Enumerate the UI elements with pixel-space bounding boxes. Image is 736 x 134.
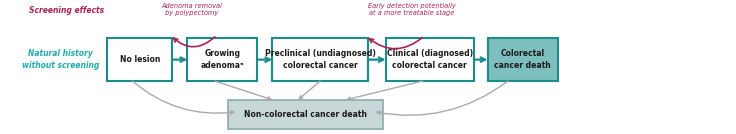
FancyArrowPatch shape [132, 81, 234, 114]
FancyArrowPatch shape [300, 81, 320, 99]
FancyArrowPatch shape [377, 81, 508, 115]
Text: Natural history
without screening: Natural history without screening [21, 49, 99, 70]
Text: Adenoma removal
by polypectomy: Adenoma removal by polypectomy [161, 3, 222, 16]
FancyArrowPatch shape [347, 81, 422, 100]
Text: Clinical (diagnosed)
colorectal cancer: Clinical (diagnosed) colorectal cancer [386, 49, 473, 70]
FancyArrowPatch shape [174, 37, 215, 47]
Text: Early detection potentially
at a more treatable stage: Early detection potentially at a more tr… [368, 3, 456, 16]
FancyArrowPatch shape [368, 57, 383, 62]
FancyBboxPatch shape [386, 38, 474, 81]
FancyBboxPatch shape [272, 38, 368, 81]
Text: Colorectal
cancer death: Colorectal cancer death [494, 49, 551, 70]
Text: Growing
adenomaᵃ: Growing adenomaᵃ [200, 49, 244, 70]
FancyArrowPatch shape [369, 38, 422, 49]
Text: No lesion: No lesion [120, 55, 160, 64]
FancyArrowPatch shape [258, 57, 270, 62]
FancyArrowPatch shape [474, 57, 485, 62]
FancyBboxPatch shape [228, 100, 383, 129]
Text: Screening effects: Screening effects [29, 6, 105, 15]
Text: Non-colorectal cancer death: Non-colorectal cancer death [244, 110, 367, 119]
FancyBboxPatch shape [187, 38, 258, 81]
FancyArrowPatch shape [172, 57, 185, 62]
Text: Preclinical (undiagnosed)
colorectal cancer: Preclinical (undiagnosed) colorectal can… [265, 49, 375, 70]
FancyArrowPatch shape [215, 81, 271, 100]
FancyBboxPatch shape [107, 38, 172, 81]
FancyBboxPatch shape [487, 38, 558, 81]
